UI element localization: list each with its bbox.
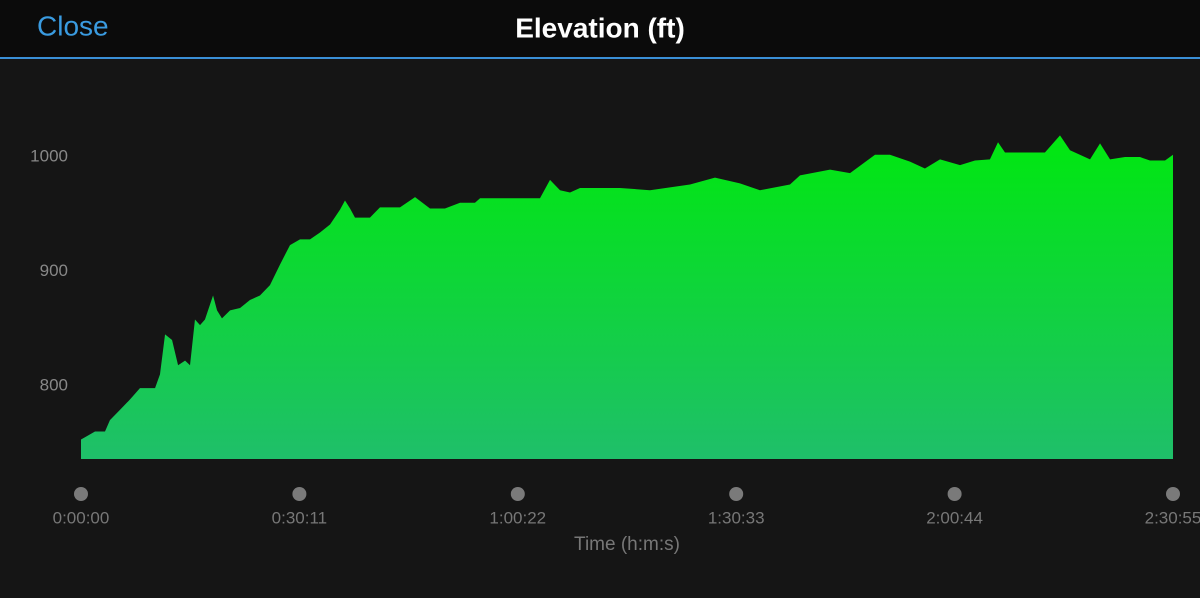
x-tick-label: 0:00:00 [53,508,110,527]
x-tick-label: 2:30:55 [1145,508,1200,527]
x-tick-dot [1166,487,1180,501]
x-tick-label: 1:30:33 [708,508,765,527]
x-tick-label: 0:30:11 [272,508,327,527]
x-tick-dot [292,487,307,501]
x-tick-dot [729,487,744,501]
x-axis-label: Time (h:m:s) [574,534,680,555]
y-tick-label: 1000 [30,147,68,166]
title: Elevation (ft) [515,12,685,43]
x-tick-dot [510,487,525,501]
close-button[interactable]: Close [37,10,109,41]
x-tick-label: 2:00:44 [926,508,983,527]
top-bar [0,0,1200,57]
x-tick-dot [947,487,962,501]
y-tick-label: 800 [40,375,68,394]
x-tick-dot [74,487,88,501]
y-tick-label: 900 [40,261,68,280]
x-tick-label: 1:00:22 [489,508,546,527]
elevation-area [81,135,1173,459]
